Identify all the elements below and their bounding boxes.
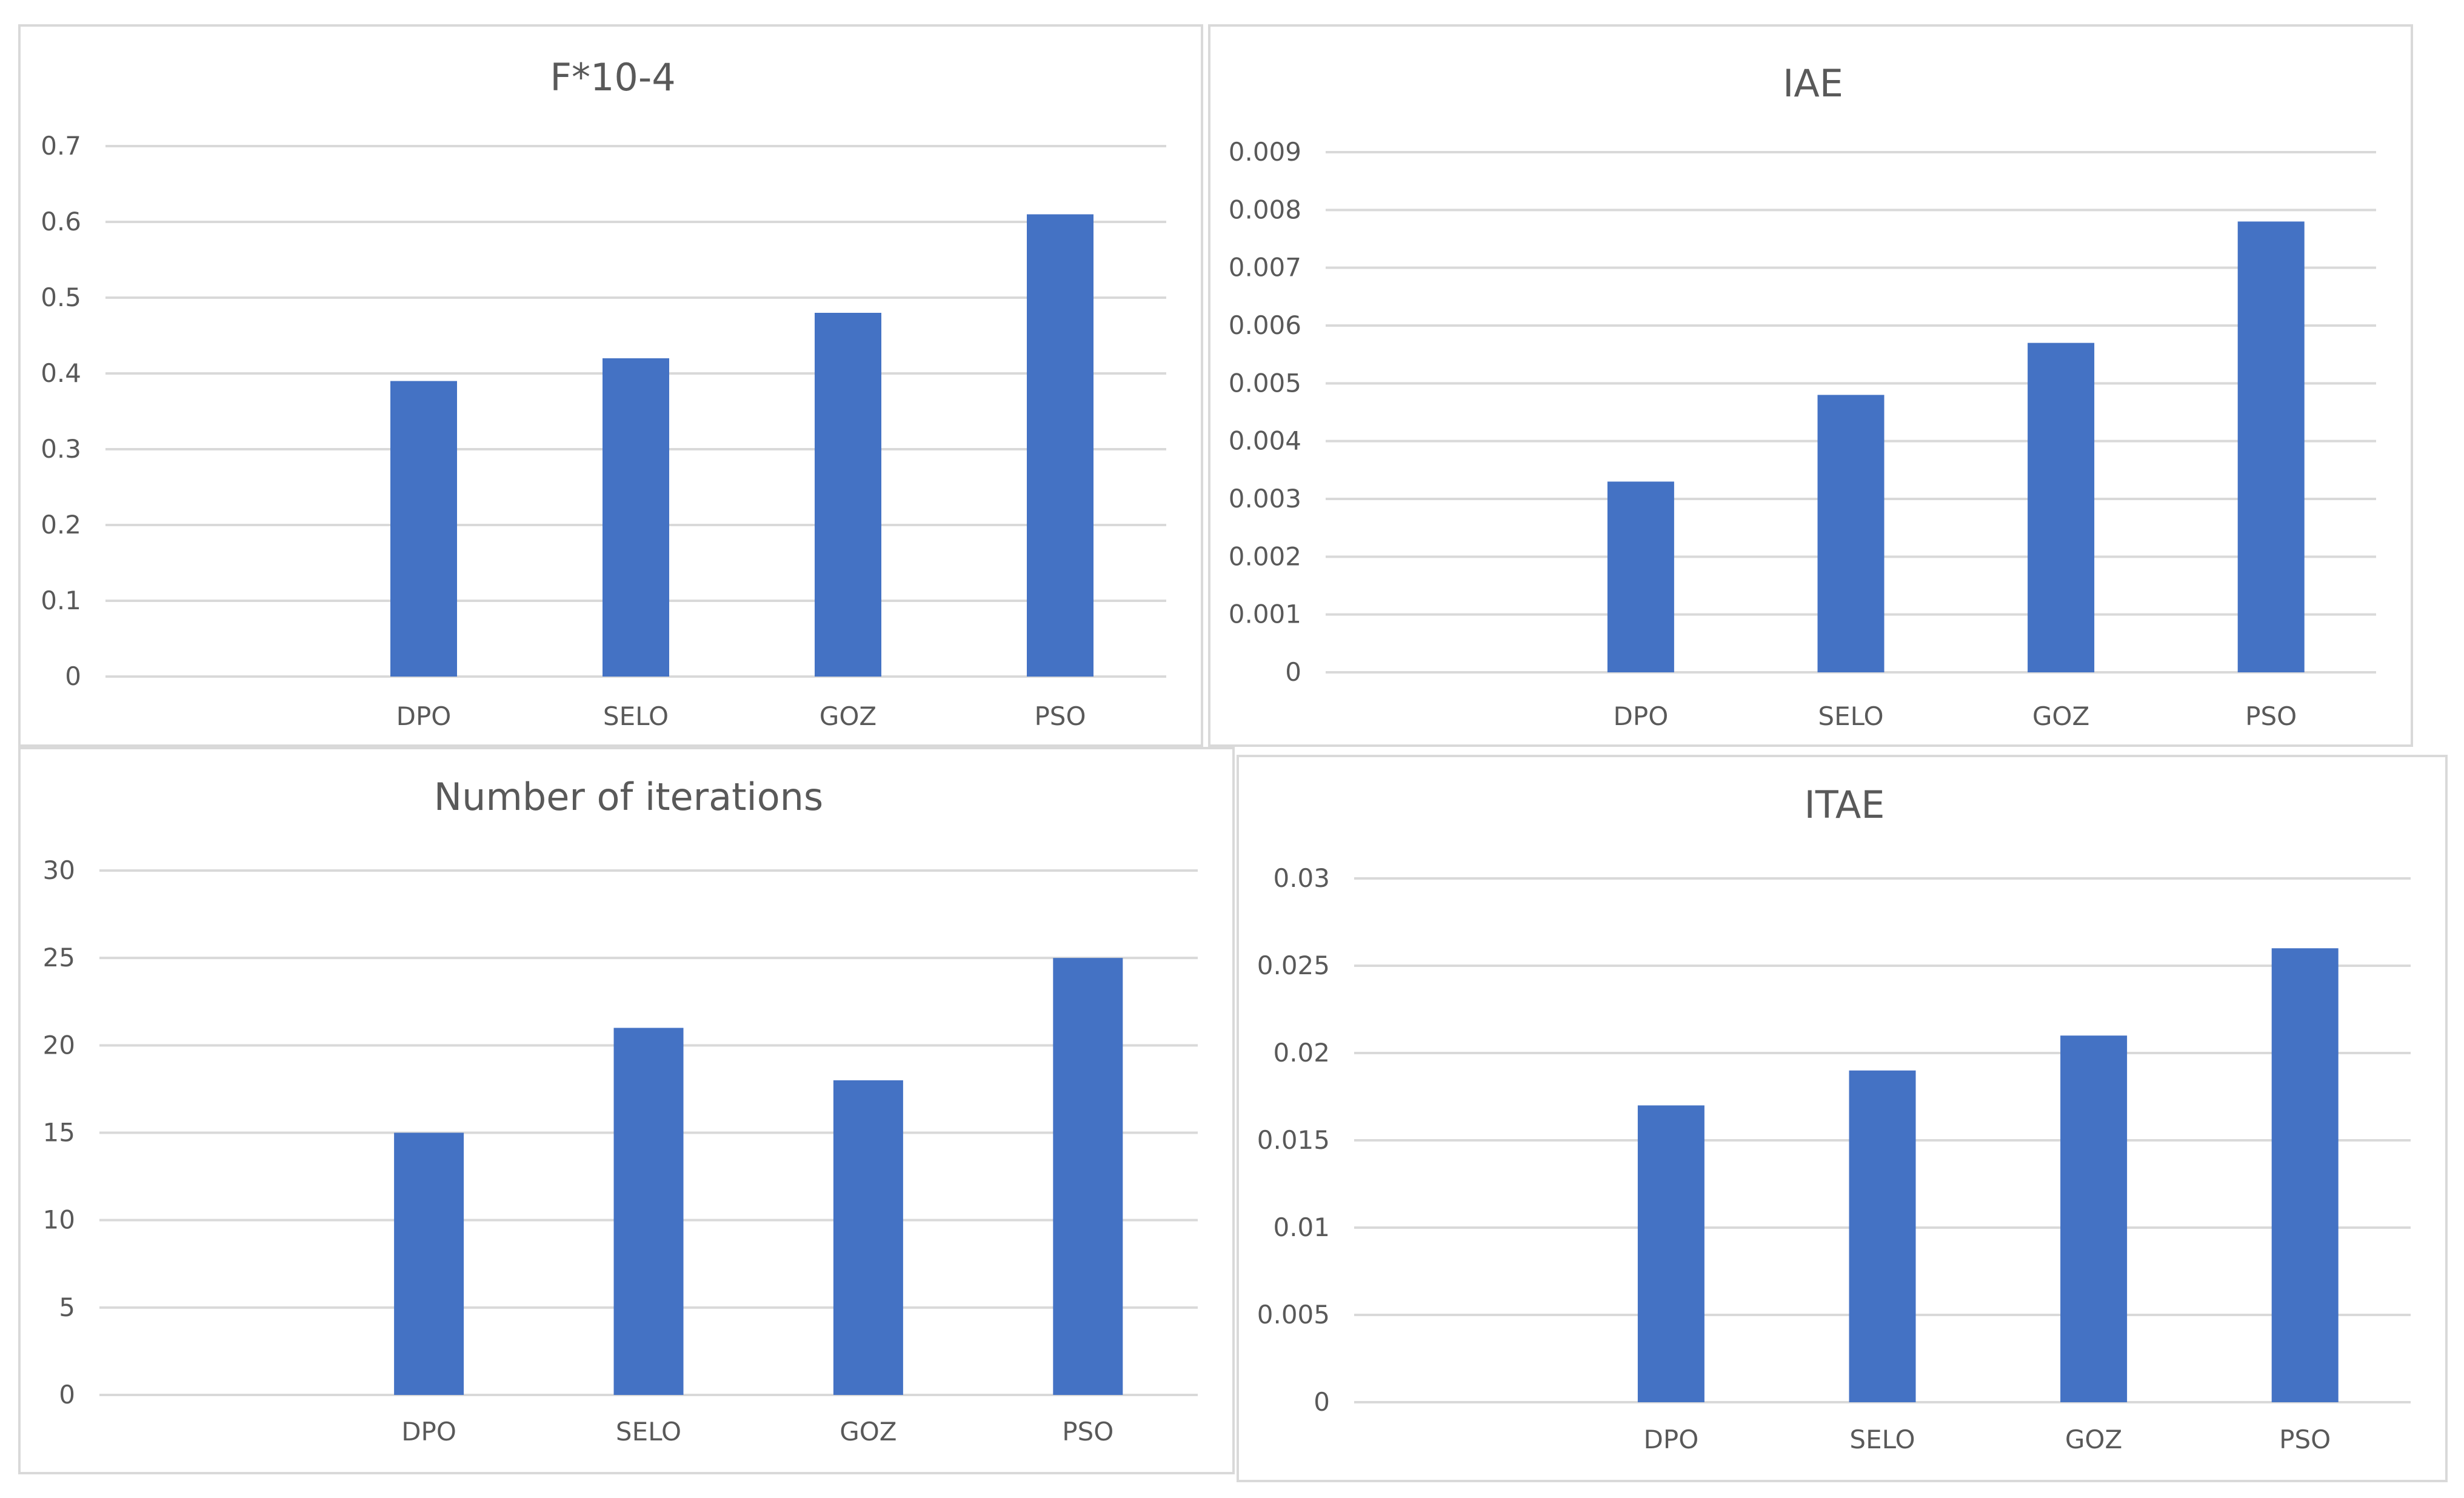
x-tick-label: SELO [1818,701,1883,731]
y-tick-label: 0.009 [1229,137,1301,167]
chart-itae: ITAE 0 0.005 0.01 0.015 0.02 0.025 0.03 DPO SELO G… [1257,783,2411,1454]
y-tick-label: 20 [43,1030,75,1060]
chart-title: ITAE [1805,783,1885,827]
y-tick-label: 0.002 [1229,541,1301,571]
y-tick-label: 25 [43,943,75,972]
y-tick-label: 15 [43,1118,75,1148]
x-tick-label: DPO [396,701,452,731]
y-tick-label: 0.5 [41,283,81,312]
y-tick-label: 0.3 [41,434,81,464]
x-tick-label: SELO [603,701,669,731]
bar-goz [833,1080,903,1395]
bar-pso [1027,214,1093,677]
x-tick-label: GOZ [2065,1425,2122,1454]
bar-selo [613,1028,684,1395]
y-tick-label: 0.6 [41,207,81,236]
y-tick-label: 30 [43,855,75,885]
bar-goz [2028,343,2095,672]
x-tick-label: GOZ [840,1417,896,1446]
y-tick-label: 5 [59,1292,75,1322]
y-tick-label: 0.7 [41,131,81,161]
y-tick-label: 0.005 [1229,368,1301,398]
bar-selo [603,358,669,677]
y-tick-label: 0.006 [1229,310,1301,340]
y-tick-label: 0.003 [1229,484,1301,513]
bar-dpo [394,1132,464,1395]
y-tick-label: 0.4 [41,358,81,388]
y-tick-label: 0.03 [1273,863,1330,893]
y-tick-label: 0.007 [1229,253,1301,283]
chart-panel-iterations: Number of iterations 0 5 10 15 20 25 30 DPO SELO G… [18,747,1235,1474]
y-tick-label: 0.015 [1257,1125,1330,1155]
x-tick-label: DPO [401,1417,456,1446]
chart-f: F*10-4 0 0.1 0.2 0.3 0.4 0.5 0.6 0.7 DPO SELO GOZ PS… [41,55,1166,731]
x-tick-label: DPO [1614,701,1669,731]
y-tick-label: 0.01 [1273,1212,1330,1242]
chart-panel-f: F*10-4 0 0.1 0.2 0.3 0.4 0.5 0.6 0.7 DPO SELO GOZ PS… [18,24,1203,747]
bar-selo [1849,1070,1916,1402]
y-tick-label: 0.001 [1229,600,1301,629]
x-tick-label: PSO [2245,701,2297,731]
x-tick-label: PSO [1062,1417,1113,1446]
y-tick-label: 0.008 [1229,195,1301,224]
x-tick-label: SELO [1849,1425,1915,1454]
bar-goz [2060,1035,2128,1402]
y-tick-label: 0 [1285,657,1301,687]
y-tick-label: 0.004 [1229,426,1301,456]
chart-panel-iae: IAE 0 0.001 0.002 0.003 0.004 0.005 0.006 0.007 0… [1208,24,2413,747]
bar-pso [2237,221,2305,672]
y-tick-label: 0 [59,1380,75,1409]
chart-iterations: Number of iterations 0 5 10 15 20 25 30 DPO SELO G… [43,775,1198,1446]
y-tick-label: 0.2 [41,510,81,540]
chart-title: Number of iterations [434,775,823,819]
y-tick-label: 0 [65,661,81,691]
bar-pso [2271,948,2339,1402]
x-tick-label: DPO [1644,1425,1699,1454]
chart-title: IAE [1783,61,1843,105]
x-tick-label: GOZ [2032,701,2089,731]
chart-panel-itae: ITAE 0 0.005 0.01 0.015 0.02 0.025 0.03 DPO SELO G… [1237,755,2448,1482]
chart-title: F*10-4 [550,55,675,99]
y-tick-label: 0 [1314,1387,1330,1417]
y-tick-label: 0.005 [1257,1300,1330,1329]
bar-selo [1817,395,1885,672]
x-tick-label: GOZ [820,701,876,731]
bar-goz [815,313,881,677]
bar-dpo [1607,481,1674,672]
x-tick-label: PSO [2279,1425,2331,1454]
chart-iae: IAE 0 0.001 0.002 0.003 0.004 0.005 0.006 0.007 0… [1229,61,2376,731]
bar-dpo [390,381,457,677]
bar-dpo [1637,1105,1704,1402]
y-tick-label: 0.02 [1273,1038,1330,1068]
bar-pso [1053,958,1123,1395]
x-tick-label: PSO [1034,701,1086,731]
x-tick-label: SELO [616,1417,681,1446]
y-tick-label: 10 [43,1205,75,1235]
y-tick-label: 0.025 [1257,951,1330,980]
y-tick-label: 0.1 [41,586,81,615]
